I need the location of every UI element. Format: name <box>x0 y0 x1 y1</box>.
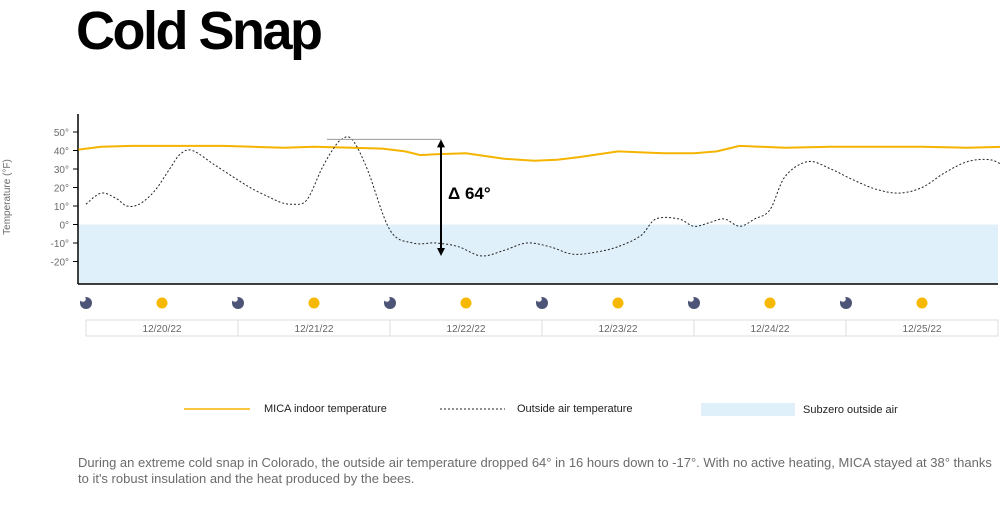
moon-icon <box>840 296 852 309</box>
moon-icon <box>232 296 244 309</box>
moon-icon <box>384 296 396 309</box>
date-cell <box>845 319 999 337</box>
chart-caption: During an extreme cold snap in Colorado,… <box>78 455 992 486</box>
y-tick-label: 20° <box>54 184 69 195</box>
y-tick-label: -20° <box>51 258 69 269</box>
date-label: 12/20/22 <box>143 324 182 335</box>
date-label: 12/22/22 <box>447 324 486 335</box>
sun-icon <box>916 297 928 309</box>
legend-subzero-label: Subzero outside air <box>803 404 898 416</box>
moon-icon <box>80 296 92 309</box>
y-tick-label: 50° <box>54 128 69 139</box>
legend-indoor-label: MICA indoor temperature <box>264 403 387 415</box>
y-axis-label: Temperature (°F) <box>2 159 13 235</box>
y-tick-label: 0° <box>59 221 69 232</box>
delta-arrow-head-down <box>437 247 445 256</box>
legend-subzero-swatch <box>701 403 795 416</box>
date-label: 12/23/22 <box>599 324 638 335</box>
sun-icon <box>308 297 320 309</box>
chart-title: Cold Snap <box>76 1 323 61</box>
sun-icon <box>612 297 624 309</box>
moon-icon <box>688 296 700 309</box>
subzero-band <box>79 224 998 284</box>
indoor-temperature-line <box>78 144 1000 162</box>
delta-label: Δ 64° <box>448 184 491 203</box>
outside-temperature-line <box>85 136 1000 257</box>
sun-icon <box>460 297 472 309</box>
sun-icon <box>764 297 776 309</box>
y-tick-label: 10° <box>54 202 69 213</box>
y-tick-label: 40° <box>54 147 69 158</box>
sun-icon <box>156 297 168 309</box>
date-label: 12/24/22 <box>751 324 790 335</box>
y-tick-label: 30° <box>54 165 69 176</box>
date-label: 12/21/22 <box>295 324 334 335</box>
moon-icon <box>536 296 548 309</box>
date-label: 12/25/22 <box>903 324 942 335</box>
y-tick-label: -10° <box>51 239 69 250</box>
legend-outside-label: Outside air temperature <box>517 403 633 415</box>
delta-arrow-head-up <box>437 139 445 148</box>
